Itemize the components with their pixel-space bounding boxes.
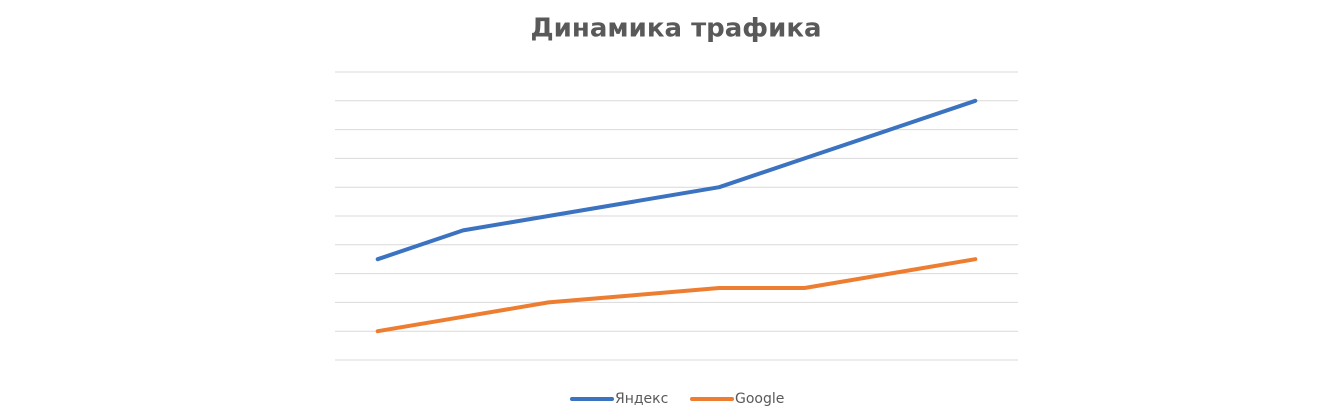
data-line <box>375 257 978 334</box>
data-line <box>375 98 978 262</box>
legend-label: Яндекс <box>615 391 668 407</box>
legend-label: Google <box>735 391 784 407</box>
chart-title: Динамика трафика <box>530 14 821 44</box>
